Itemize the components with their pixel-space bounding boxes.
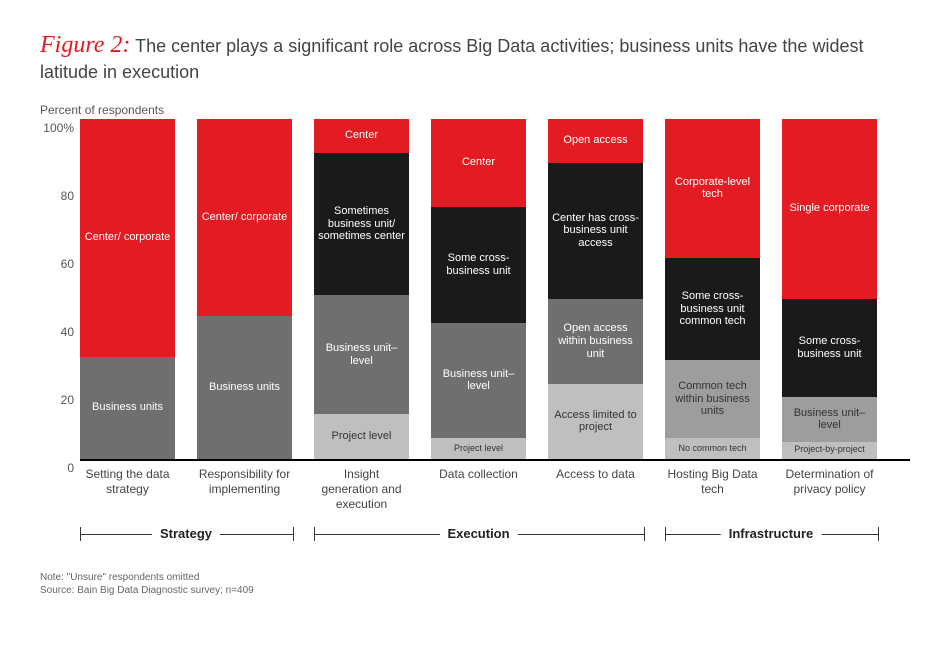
y-tick-label: 20 — [40, 393, 80, 407]
bar-segment: Some cross-business unit common tech — [665, 258, 760, 360]
bar-segment-label: Business unit–level — [786, 407, 873, 432]
bar-segment-label: No common tech — [678, 444, 746, 453]
chart: 020406080100% Business unitsCenter/ corp… — [40, 121, 910, 461]
bar-segment: Business units — [197, 316, 292, 459]
group-label: Infrastructure — [721, 527, 822, 541]
bar-segment-label: Some cross-business unit — [435, 252, 522, 277]
bar-segment-label: Business unit–level — [435, 368, 522, 393]
bar-segment: Corporate-level tech — [665, 119, 760, 258]
figure-number: Figure 2: — [40, 32, 130, 58]
figure-title: Figure 2: The center plays a significant… — [40, 30, 910, 85]
group-label: Execution — [439, 527, 517, 541]
bar-segment-label: Common tech within business units — [669, 380, 756, 418]
bar-column: No common tech Common tech within busines… — [665, 121, 760, 459]
bar-segment: Open access — [548, 119, 643, 163]
y-tick-label: 100% — [40, 121, 80, 135]
plot-area: Business unitsCenter/ corporateBusiness … — [80, 121, 910, 461]
figure-title-text: The center plays a significant role acro… — [40, 36, 863, 82]
y-tick-label: 60 — [40, 257, 80, 271]
bar-segment: Business unit–level — [782, 397, 877, 441]
x-axis-label: Data collection — [431, 467, 526, 482]
bar-column: Project level Business unit–level Sometime… — [314, 121, 409, 459]
footnote-source: Source: Bain Big Data Diagnostic survey;… — [40, 584, 910, 598]
bar-segment: Business unit–level — [314, 295, 409, 414]
bar-segment: Center/ corporate — [197, 119, 292, 316]
x-axis-label: Insight generation and execution — [314, 467, 409, 512]
figure-container: Figure 2: The center plays a significant… — [0, 0, 950, 645]
bar-segment-label: Some cross-business unit common tech — [669, 290, 756, 328]
footnote: Note: "Unsure" respondents omitted Sourc… — [40, 571, 910, 598]
x-axis-label: Determination of privacy policy — [782, 467, 877, 497]
x-axis-label: Hosting Big Data tech — [665, 467, 760, 497]
bar-segment: Center — [431, 119, 526, 207]
bar-segment-label: Center — [345, 129, 378, 142]
x-axis-label: Access to data — [548, 467, 643, 482]
bar-segment-label: Open access — [563, 134, 627, 147]
x-axis-label: Setting the data strategy — [80, 467, 175, 497]
category-groups: Strategy Execution Infrastructure — [40, 527, 910, 557]
y-axis-title: Percent of respondents — [40, 103, 910, 117]
bar-segment-label: Project-by-project — [794, 445, 865, 454]
x-axis-label: Responsibility for implementing — [197, 467, 292, 497]
bar-segment: Some cross-business unit — [782, 299, 877, 398]
group-label: Strategy — [152, 527, 220, 541]
bar-segment-label: Center/ corporate — [202, 211, 288, 224]
bar-segment: Project level — [314, 414, 409, 458]
bar-segment-label: Center — [462, 156, 495, 169]
bar-column: Access limited to project Open access wit… — [548, 121, 643, 459]
bar-segment: Business units — [80, 357, 175, 459]
bar-segment: Project-by-project — [782, 442, 877, 459]
bar-segment-label: Center has cross-business unit access — [552, 212, 639, 250]
bar-segment-label: Business units — [92, 401, 163, 414]
bar-segment-label: Business unit–level — [318, 342, 405, 367]
bar-column: Project level Business unit–level Some cro… — [431, 121, 526, 459]
bar-segment-label: Access limited to project — [552, 409, 639, 434]
bar-segment: Project level — [431, 438, 526, 458]
footnote-note: Note: "Unsure" respondents omitted — [40, 571, 910, 585]
bar-segment-label: Corporate-level tech — [669, 176, 756, 201]
bar-segment: Center has cross-business unit access — [548, 163, 643, 299]
bar-segment: Common tech within business units — [665, 360, 760, 438]
bar-segment: Sometimes business unit/ sometimes cente… — [314, 153, 409, 296]
bar-segment-label: Single corporate — [789, 202, 869, 215]
bar-segment: Single corporate — [782, 119, 877, 299]
bar-segment: Access limited to project — [548, 384, 643, 459]
x-axis-labels: Setting the data strategy Responsibility … — [40, 461, 910, 521]
bar-segment-label: Some cross-business unit — [786, 335, 873, 360]
bar-segment: No common tech — [665, 438, 760, 458]
bar-column: Business units Center/ corporate — [80, 121, 175, 459]
bar-segment-label: Project level — [454, 444, 503, 453]
bar-segment: Some cross-business unit — [431, 207, 526, 323]
bar-segment: Center/ corporate — [80, 119, 175, 357]
bar-segment-label: Sometimes business unit/ sometimes cente… — [318, 205, 405, 243]
y-tick-label: 40 — [40, 325, 80, 339]
bar-segment: Business unit–level — [431, 323, 526, 439]
bar-segment: Open access within business unit — [548, 299, 643, 384]
y-tick-label: 80 — [40, 189, 80, 203]
bar-segment: Center — [314, 119, 409, 153]
bar-segment-label: Project level — [332, 430, 392, 443]
y-ticks: 020406080100% — [40, 121, 80, 461]
bar-segment-label: Center/ corporate — [85, 231, 171, 244]
bar-column: Project-by-project Business unit–level Som… — [782, 121, 877, 459]
bar-segment-label: Business units — [209, 381, 280, 394]
bar-segment-label: Open access within business unit — [552, 322, 639, 360]
bar-column: Business units Center/ corporate — [197, 121, 292, 459]
